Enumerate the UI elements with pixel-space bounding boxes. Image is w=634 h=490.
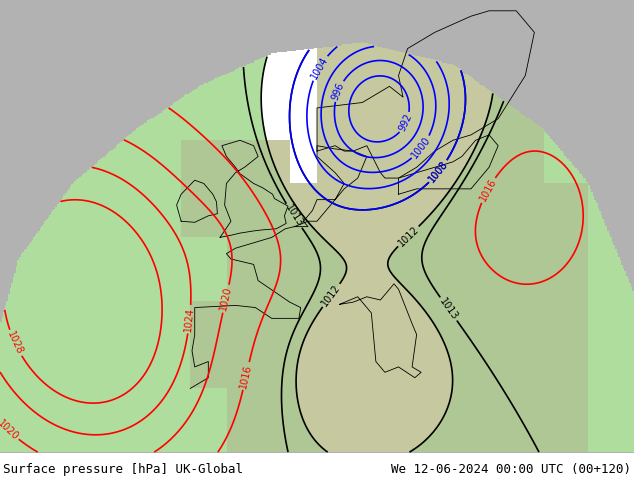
Text: 996: 996 — [330, 81, 347, 101]
Text: 992: 992 — [398, 112, 414, 133]
Text: 1012: 1012 — [396, 224, 421, 248]
Text: 1024: 1024 — [183, 306, 196, 332]
Text: 1016: 1016 — [238, 363, 254, 389]
Text: 1013: 1013 — [437, 296, 460, 322]
Text: 1008: 1008 — [427, 159, 450, 184]
Text: Surface pressure [hPa] UK-Global: Surface pressure [hPa] UK-Global — [3, 463, 243, 476]
Text: 1012: 1012 — [320, 283, 342, 308]
Text: We 12-06-2024 00:00 UTC (00+120): We 12-06-2024 00:00 UTC (00+120) — [391, 463, 631, 476]
Text: 1013: 1013 — [283, 203, 305, 229]
Text: 1000: 1000 — [410, 135, 433, 160]
Text: 1016: 1016 — [477, 177, 498, 203]
Text: 1020: 1020 — [218, 286, 233, 312]
Text: 1028: 1028 — [5, 330, 25, 356]
Text: 1020: 1020 — [0, 418, 20, 442]
Text: 1008: 1008 — [427, 159, 450, 184]
Text: 1004: 1004 — [309, 55, 330, 81]
